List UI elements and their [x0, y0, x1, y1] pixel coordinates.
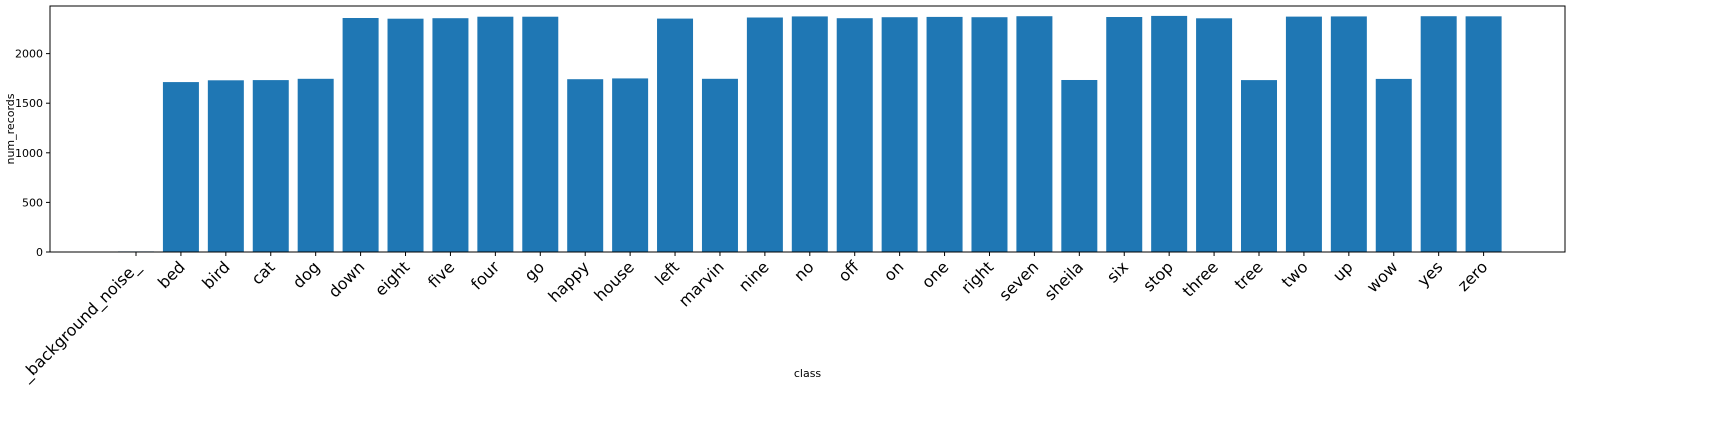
- bar-up: [1330, 16, 1367, 252]
- x-tick-label-zero: zero: [1454, 257, 1492, 295]
- y-tick-label: 2000: [15, 48, 43, 61]
- x-tick-label-two: two: [1278, 257, 1312, 291]
- x-tick-label-dog: dog: [289, 257, 324, 292]
- bar-seven: [1016, 16, 1053, 253]
- x-tick-label-seven: seven: [995, 257, 1042, 304]
- y-tick-label: 1500: [15, 97, 43, 110]
- bar-on: [881, 17, 918, 252]
- bar-one: [926, 16, 963, 253]
- y-tick-label: 0: [36, 246, 43, 259]
- x-tick-label-on: on: [880, 257, 908, 285]
- bar-zero: [1465, 16, 1502, 252]
- x-tick-label-one: one: [918, 257, 952, 291]
- bar-house: [612, 78, 649, 253]
- x-tick-label-yes: yes: [1414, 257, 1447, 290]
- y-tick-label: 500: [22, 196, 43, 209]
- x-tick-label-six: six: [1103, 257, 1132, 286]
- bar-marvin: [701, 78, 738, 252]
- x-tick-label-happy: happy: [544, 257, 593, 306]
- bar-cat: [252, 80, 289, 252]
- x-tick-label-up: up: [1329, 257, 1357, 285]
- x-tick-label-nine: nine: [735, 257, 773, 295]
- x-tick-label-four: four: [467, 257, 503, 293]
- x-tick-label-wow: wow: [1363, 257, 1402, 296]
- x-tick-label-marvin: marvin: [675, 257, 728, 310]
- x-tick-label-go: go: [521, 257, 549, 285]
- bar-tree: [1241, 80, 1277, 252]
- bar-wow: [1375, 78, 1412, 252]
- bar-happy: [567, 79, 604, 253]
- plot-frame: [49, 5, 1566, 253]
- bar-right: [971, 17, 1008, 252]
- bar-two: [1285, 16, 1322, 253]
- bar-five: [432, 18, 469, 252]
- x-tick-label-left: left: [651, 257, 683, 289]
- bar-six: [1106, 17, 1143, 253]
- bar-stop: [1151, 15, 1188, 252]
- bar-three: [1196, 18, 1233, 252]
- x-tick-label-sheila: sheila: [1040, 257, 1087, 304]
- bar-dog: [297, 78, 334, 252]
- bar-down: [342, 18, 379, 253]
- x-tick-label-stop: stop: [1139, 257, 1177, 295]
- y-axis-label: num_records: [4, 93, 17, 164]
- x-tick-label-right: right: [957, 257, 997, 297]
- bar-nine: [746, 17, 783, 252]
- bar-no: [791, 16, 828, 252]
- bars-group: [118, 15, 1502, 253]
- x-tick-label-_background_noise_: _background_noise_: [16, 257, 146, 387]
- x-tick-label-three: three: [1179, 257, 1222, 300]
- x-tick-label-down: down: [324, 257, 368, 301]
- bar-bed: [162, 82, 199, 252]
- x-tick-label-bed: bed: [154, 257, 189, 292]
- x-tick-label-off: off: [834, 257, 863, 286]
- y-tick-label: 1000: [15, 147, 43, 160]
- bar-eight: [387, 18, 424, 252]
- y-axis-ticks: 0 500 1000 1500 2000: [15, 48, 50, 259]
- bar-four: [477, 16, 514, 252]
- x-tick-label-eight: eight: [371, 257, 413, 299]
- bar-bird: [207, 80, 244, 253]
- x-tick-label-no: no: [790, 257, 818, 285]
- x-axis-label: class: [794, 367, 822, 380]
- x-tick-label-tree: tree: [1231, 257, 1267, 293]
- x-tick-label-cat: cat: [248, 257, 279, 288]
- x-tick-label-bird: bird: [198, 257, 233, 292]
- x-tick-label-five: five: [424, 257, 458, 291]
- bar-sheila: [1061, 79, 1098, 253]
- bar-left: [657, 18, 694, 252]
- x-axis-ticks: _background_noise_ bed bird cat dog down eight…: [16, 252, 1492, 387]
- x-tick-label-house: house: [590, 257, 638, 305]
- bar-yes: [1420, 16, 1457, 253]
- bar-off: [836, 18, 873, 252]
- bar-go: [522, 16, 559, 252]
